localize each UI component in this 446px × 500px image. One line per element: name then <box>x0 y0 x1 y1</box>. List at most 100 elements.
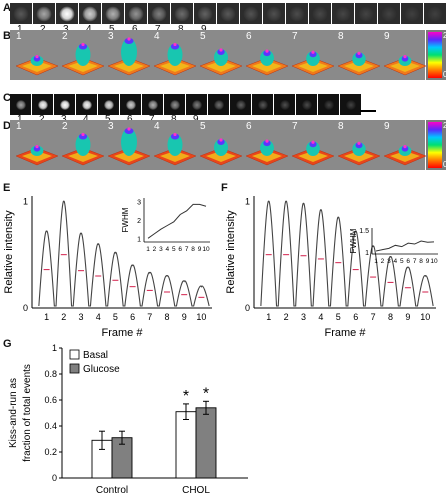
fluorescence-spot <box>103 99 114 110</box>
inset-x-tick-label: 4 <box>394 258 398 265</box>
surface-tip <box>217 49 225 55</box>
surface-plot: 2 <box>60 121 106 166</box>
fluorescence-spot <box>128 6 144 21</box>
surface-tip <box>401 55 409 62</box>
frame-number: 9 <box>384 31 390 42</box>
fluorescence-spot <box>358 6 374 21</box>
significance-star: * <box>183 388 189 405</box>
x-tick-label: 2 <box>284 312 289 322</box>
fluorescence-spot <box>197 6 213 21</box>
surface-top <box>219 138 223 142</box>
frame-number: 7 <box>149 114 155 125</box>
x-tick-label: 4 <box>318 312 323 322</box>
surface-plot: 7 <box>290 121 336 166</box>
x-tick-label: Control <box>96 485 128 496</box>
x-tick-label: 2 <box>61 312 66 322</box>
surface-tip <box>170 43 180 50</box>
x-tick-label: 9 <box>182 312 187 322</box>
frame-cell <box>217 3 239 24</box>
frame-number: 8 <box>178 24 184 35</box>
frame-number: 5 <box>105 114 111 125</box>
surface-tip <box>124 38 134 44</box>
inset-x-tick-label: 2 <box>153 246 157 253</box>
frame-number: 9 <box>201 24 207 35</box>
x-tick-label: 3 <box>78 312 83 322</box>
fluorescence-spot <box>312 6 328 21</box>
surface-top <box>357 141 361 145</box>
fluorescence-spot <box>289 6 305 21</box>
inset-y-tick-label: 1 <box>137 236 141 243</box>
frame-number: 8 <box>338 31 344 42</box>
surface-tip <box>309 141 317 148</box>
surface-tip <box>170 133 180 140</box>
frame-cell <box>32 94 53 115</box>
frame-number: 9 <box>193 114 199 125</box>
frame-number: 1 <box>17 24 23 35</box>
frame-cell <box>340 94 361 115</box>
frame-number: 3 <box>63 24 69 35</box>
x-tick-label: 5 <box>336 312 341 322</box>
x-tick-label: 8 <box>388 312 393 322</box>
frame-cell <box>355 3 377 24</box>
frame-number: 6 <box>246 121 252 132</box>
inset-x-tick-label: 8 <box>191 246 195 253</box>
surface-top <box>311 140 315 144</box>
y-tick-label: 0.6 <box>44 395 57 405</box>
fluorescence-spot <box>82 6 98 21</box>
inset-x-tick-label: 7 <box>413 258 417 265</box>
frame-number: 7 <box>292 31 298 42</box>
surface-mid <box>68 151 98 162</box>
inset-x-tick-label: 4 <box>166 246 170 253</box>
fluorescence-spot <box>279 99 290 110</box>
x-tick-label: 4 <box>96 312 101 322</box>
surface-mid <box>252 151 282 162</box>
surface-peak <box>75 43 91 66</box>
fluorescence-spot <box>257 99 268 110</box>
surface-tip <box>78 133 88 140</box>
fluorescence-spot <box>15 99 26 110</box>
inset-x-tick-label: 6 <box>178 246 182 253</box>
fluorescence-spot <box>37 99 48 110</box>
colorbar-gradient <box>428 32 442 78</box>
y-axis-label: Relative intensity <box>3 210 15 294</box>
surface-plot: 6 <box>244 31 290 76</box>
surface-mid <box>390 151 420 162</box>
surface-peak <box>75 133 91 156</box>
frame-cell <box>54 94 75 115</box>
surface-plot: 5 <box>198 31 244 76</box>
surface-mid <box>390 61 420 72</box>
y-tick-label: 1 <box>52 343 57 353</box>
panel-label-e: E <box>3 182 11 194</box>
frame-number: 5 <box>200 121 206 132</box>
frame-cell <box>296 94 317 115</box>
surface-mid <box>160 61 190 72</box>
fluorescence-spot <box>404 6 420 21</box>
frame-cell <box>318 94 339 115</box>
inset-y-tick-label: 3 <box>137 200 141 207</box>
bar <box>175 411 197 479</box>
surface-top <box>127 37 131 41</box>
surface-mid <box>22 151 52 162</box>
frame-number: 2 <box>39 114 45 125</box>
surface-top <box>81 132 85 137</box>
image-strip-c <box>10 94 361 115</box>
surface-plot: 4 <box>152 121 198 166</box>
surface-tip <box>217 139 225 145</box>
fluorescence-spot <box>174 6 190 21</box>
surface-tip <box>33 145 41 152</box>
colorbar-gradient <box>428 122 442 168</box>
frame-cell <box>79 3 101 24</box>
fluorescence-spot <box>323 99 334 110</box>
fluorescence-spot <box>147 99 158 110</box>
surface-tip <box>401 145 409 152</box>
frame-number: 3 <box>61 114 67 125</box>
surface-plot: 8 <box>336 121 382 166</box>
frame-number: 2 <box>62 121 68 132</box>
inset-x-tick-label: 6 <box>406 258 410 265</box>
colorbar-d: 240 0 <box>426 120 446 170</box>
surface-top <box>81 42 85 47</box>
x-tick-label: 1 <box>266 312 271 322</box>
frame-cell <box>98 94 119 115</box>
bar <box>195 407 217 479</box>
